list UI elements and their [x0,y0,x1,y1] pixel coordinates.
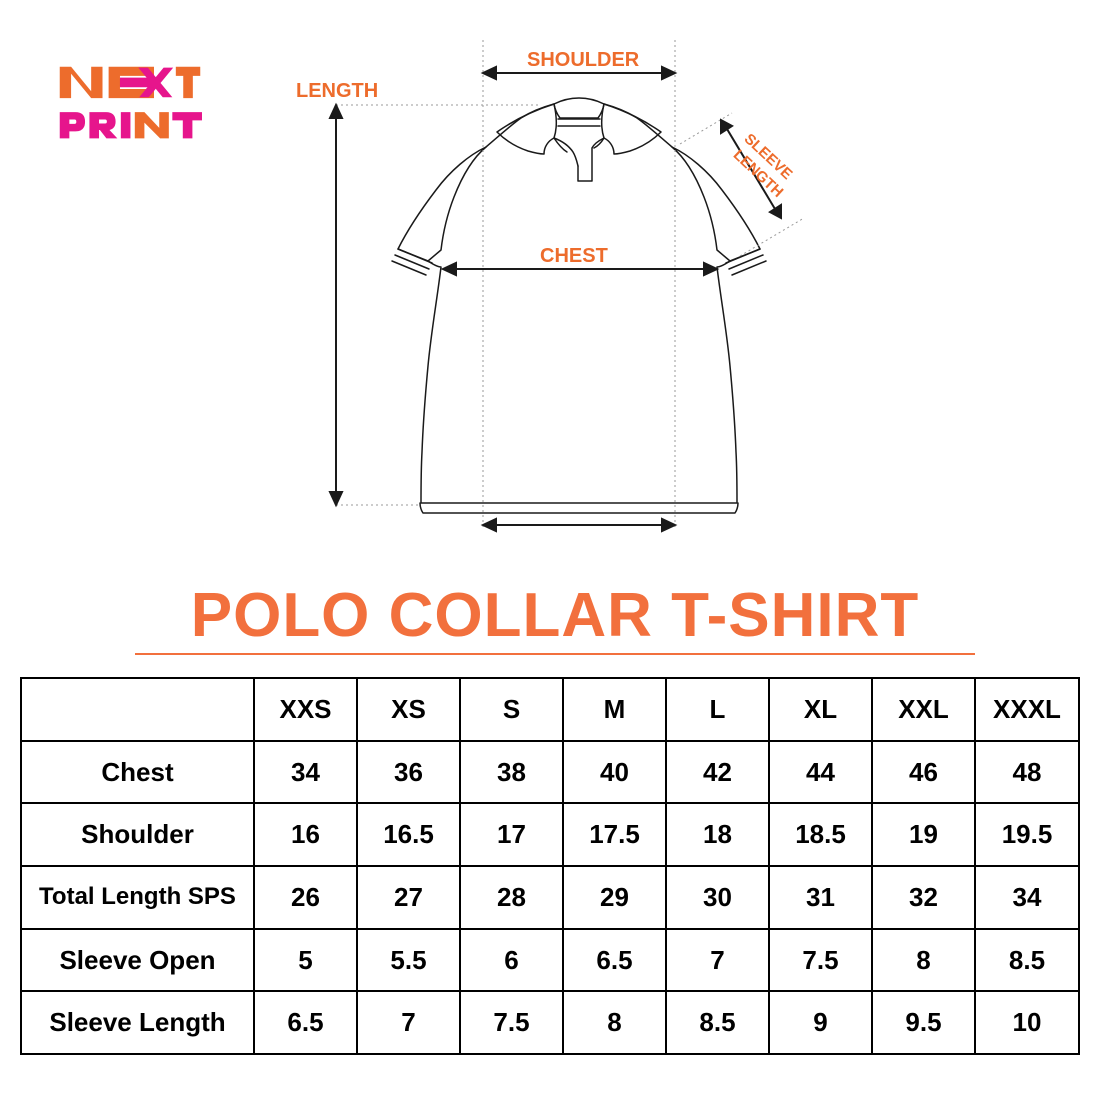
svg-text:CHEST: CHEST [540,245,608,267]
svg-text:SHOULDER: SHOULDER [527,49,640,71]
svg-text:LENGTH: LENGTH [296,80,378,102]
